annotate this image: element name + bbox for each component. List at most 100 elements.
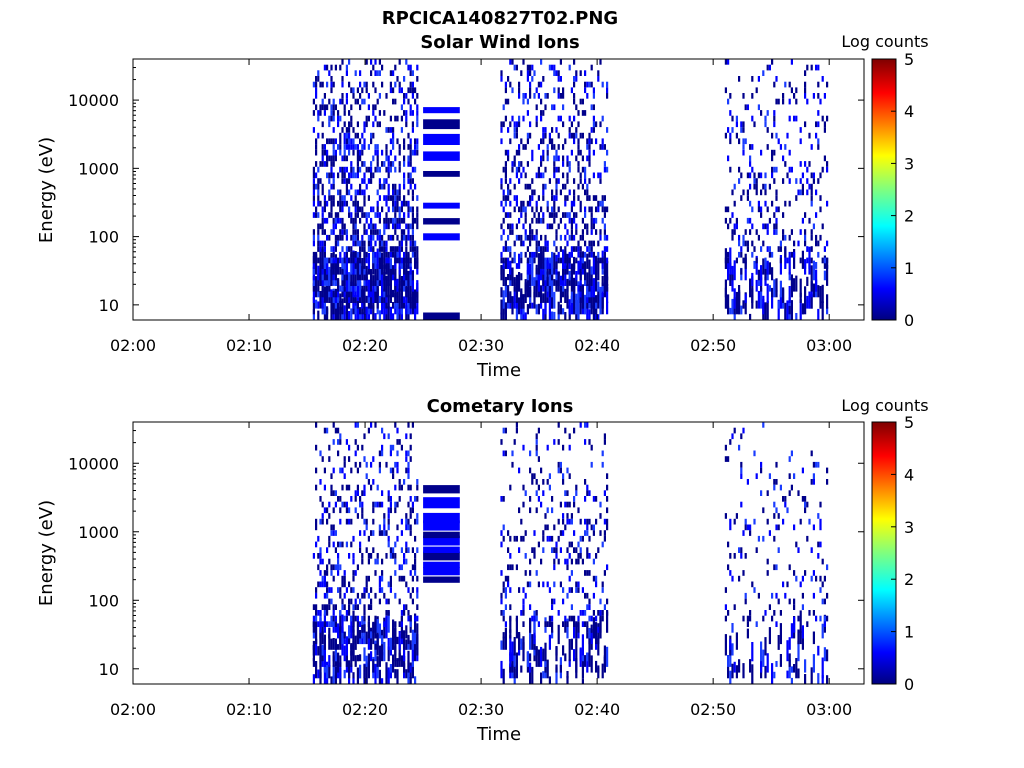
- heatmap-cell: [588, 535, 591, 542]
- heatmap-cell: [367, 166, 370, 173]
- heatmap-cell: [345, 636, 348, 656]
- heatmap-cell: [555, 127, 558, 133]
- heatmap-cell: [592, 305, 595, 320]
- heatmap-cell: [359, 309, 362, 320]
- colorbar-tick-label: 4: [904, 102, 914, 121]
- heatmap-cell: [826, 264, 829, 286]
- heatmap-cell: [766, 127, 769, 133]
- heatmap-cell: [352, 217, 355, 224]
- heatmap-cell: [766, 570, 769, 576]
- heatmap-cell: [749, 161, 752, 167]
- heatmap-cell: [363, 621, 366, 645]
- heatmap-cell: [416, 615, 419, 622]
- heatmap-cell: [372, 81, 375, 88]
- heatmap-cell: [727, 664, 730, 679]
- heatmap-cell: [586, 570, 589, 576]
- heatmap-band: [423, 535, 460, 546]
- heatmap-cell: [562, 212, 565, 218]
- heatmap-cell: [367, 253, 370, 269]
- heatmap-cell: [588, 195, 591, 201]
- heatmap-cell: [398, 312, 401, 320]
- heatmap-cell: [733, 200, 736, 207]
- heatmap-cell: [348, 660, 351, 679]
- heatmap-cell: [568, 659, 571, 667]
- heatmap-cell: [339, 626, 342, 645]
- heatmap-cell: [586, 93, 589, 99]
- heatmap-cell: [378, 269, 381, 281]
- heatmap-cell: [339, 98, 342, 105]
- heatmap-cell: [597, 610, 600, 616]
- heatmap-cell: [381, 570, 384, 576]
- heatmap-cell: [409, 524, 412, 531]
- heatmap-cell: [573, 81, 576, 88]
- heatmap-cell: [804, 93, 807, 99]
- heatmap-cell: [416, 104, 419, 111]
- heatmap-cell: [339, 541, 342, 548]
- heatmap-cell: [540, 268, 543, 281]
- heatmap-cell: [414, 564, 417, 571]
- heatmap-cell: [411, 229, 414, 235]
- y-axis-label-solar-wind: Energy (eV): [36, 137, 57, 243]
- heatmap-cell: [407, 467, 410, 474]
- heatmap-cell: [586, 195, 589, 201]
- heatmap-cell: [394, 592, 397, 599]
- heatmap-cell: [586, 183, 589, 190]
- heatmap-cell: [409, 665, 412, 673]
- y-tick-label: 1000: [78, 159, 119, 178]
- heatmap-cell: [319, 656, 322, 679]
- heatmap-cell: [405, 240, 408, 247]
- heatmap-cell: [599, 121, 602, 128]
- heatmap-cell: [566, 676, 569, 684]
- heatmap-cell: [372, 518, 375, 525]
- heatmap-cell: [326, 587, 329, 593]
- heatmap-cell: [764, 665, 767, 679]
- heatmap-cell: [599, 229, 602, 235]
- heatmap-cell: [520, 161, 523, 167]
- heatmap-cell: [597, 76, 600, 82]
- heatmap-cell: [815, 240, 818, 247]
- heatmap-cell: [520, 291, 523, 303]
- heatmap-cell: [526, 651, 529, 667]
- heatmap-cell: [339, 132, 342, 139]
- heatmap-cell: [328, 501, 331, 508]
- heatmap-cell: [323, 144, 326, 150]
- heatmap-cell: [799, 138, 802, 145]
- heatmap-cell: [354, 290, 357, 298]
- heatmap-cell: [801, 183, 804, 190]
- heatmap-cell: [323, 427, 326, 434]
- heatmap-cell: [588, 439, 591, 445]
- heatmap-cell: [595, 496, 598, 502]
- heatmap-cell: [768, 473, 771, 479]
- heatmap-cell: [518, 115, 521, 122]
- heatmap-cell: [586, 652, 589, 673]
- heatmap-cell: [515, 427, 518, 434]
- heatmap-cell: [526, 183, 529, 190]
- heatmap-cell: [365, 183, 368, 190]
- heatmap-cell: [359, 155, 362, 162]
- heatmap-cell: [354, 240, 357, 247]
- heatmap-cell: [551, 144, 554, 150]
- heatmap-cell: [788, 598, 791, 605]
- heatmap-cell: [345, 286, 348, 303]
- heatmap-cell: [529, 93, 532, 99]
- heatmap-cell: [398, 631, 401, 650]
- heatmap-cell: [551, 292, 554, 309]
- heatmap-cell: [566, 257, 569, 264]
- heatmap-cell: [548, 267, 551, 275]
- heatmap-cell: [531, 234, 534, 241]
- heatmap-cell: [394, 461, 397, 468]
- heatmap-cell: [367, 178, 370, 184]
- heatmap-cell: [405, 625, 408, 633]
- heatmap-cell: [568, 189, 571, 196]
- heatmap-cell: [367, 592, 370, 599]
- heatmap-cell: [564, 234, 567, 241]
- heatmap-cell: [522, 610, 525, 616]
- heatmap-cell: [542, 535, 545, 542]
- heatmap-cell: [334, 615, 337, 622]
- heatmap-cell: [328, 535, 331, 542]
- heatmap-cell: [744, 598, 747, 605]
- heatmap-cell: [315, 206, 318, 213]
- heatmap-cell: [330, 301, 333, 320]
- heatmap-cell: [411, 178, 414, 184]
- heatmap-cell: [383, 183, 386, 190]
